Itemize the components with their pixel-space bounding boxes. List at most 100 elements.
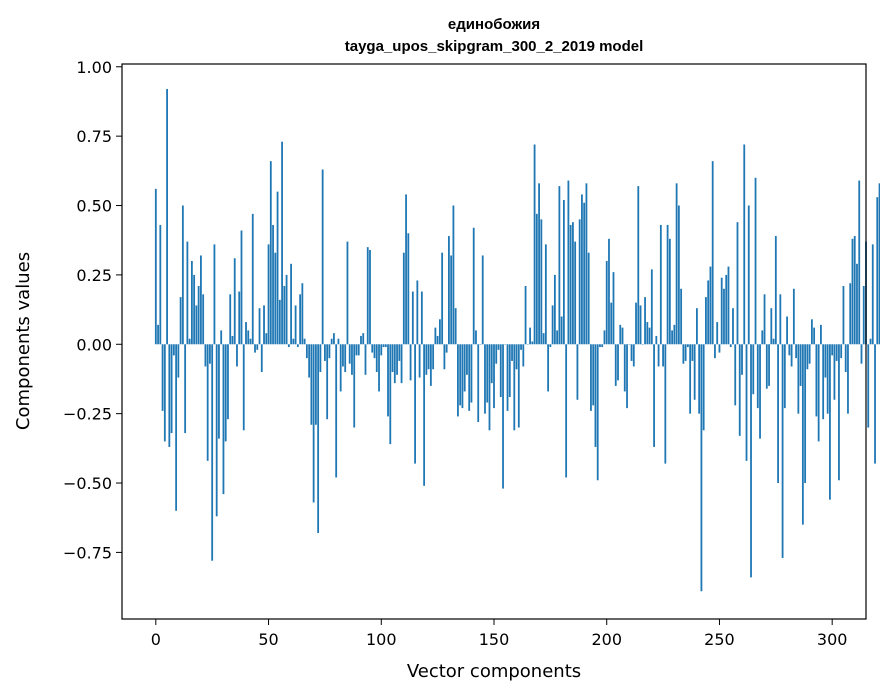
bar-25 bbox=[211, 344, 213, 560]
bar-265 bbox=[752, 344, 754, 394]
bar-98 bbox=[376, 344, 378, 372]
bar-134 bbox=[457, 344, 459, 416]
bar-40 bbox=[245, 322, 247, 344]
y-tick-label-5: 0.50 bbox=[76, 197, 112, 216]
bar-139 bbox=[468, 344, 470, 411]
bar-253 bbox=[725, 275, 727, 344]
bar-241 bbox=[698, 344, 700, 413]
bar-35 bbox=[234, 258, 236, 344]
bar-94 bbox=[367, 247, 369, 344]
bar-19 bbox=[198, 286, 200, 344]
bar-120 bbox=[425, 344, 427, 375]
bar-274 bbox=[773, 339, 775, 345]
bar-284 bbox=[795, 344, 797, 358]
bar-72 bbox=[317, 344, 319, 533]
bar-73 bbox=[320, 344, 322, 372]
bar-46 bbox=[259, 308, 261, 344]
y-tick-label-3: 0.00 bbox=[76, 335, 112, 354]
bar-208 bbox=[624, 344, 626, 391]
bar-16 bbox=[191, 261, 193, 344]
bar-289 bbox=[806, 344, 808, 369]
bar-89 bbox=[356, 344, 358, 355]
bar-175 bbox=[549, 344, 551, 347]
bar-33 bbox=[229, 294, 231, 344]
bar-36 bbox=[236, 344, 238, 366]
bar-168 bbox=[534, 144, 536, 344]
chart-title: единобожия bbox=[448, 16, 540, 33]
bar-99 bbox=[378, 344, 380, 391]
bar-86 bbox=[349, 344, 351, 363]
bar-7 bbox=[171, 344, 173, 433]
bar-312 bbox=[858, 181, 860, 345]
bar-78 bbox=[331, 339, 333, 345]
bar-130 bbox=[448, 236, 450, 344]
bar-30 bbox=[223, 344, 225, 494]
bar-70 bbox=[313, 344, 315, 502]
bar-178 bbox=[556, 330, 558, 344]
bar-152 bbox=[498, 344, 500, 350]
bar-276 bbox=[777, 344, 779, 483]
bar-319 bbox=[874, 344, 876, 463]
bar-24 bbox=[209, 344, 211, 363]
plot-frame bbox=[122, 64, 866, 619]
chart-subtitle: tayga_upos_skipgram_300_2_2019 model bbox=[345, 38, 644, 55]
bar-244 bbox=[705, 297, 707, 344]
bar-143 bbox=[477, 344, 479, 422]
bar-203 bbox=[613, 272, 615, 344]
bar-200 bbox=[606, 261, 608, 344]
bar-111 bbox=[405, 194, 407, 344]
bar-48 bbox=[263, 305, 265, 344]
bar-214 bbox=[637, 186, 639, 344]
x-tick-label-0: 0 bbox=[151, 630, 161, 649]
bar-267 bbox=[757, 344, 759, 408]
bar-51 bbox=[270, 161, 272, 344]
bar-6 bbox=[168, 344, 170, 447]
bar-195 bbox=[595, 344, 597, 447]
bar-303 bbox=[838, 344, 840, 480]
bar-291 bbox=[811, 319, 813, 344]
bar-311 bbox=[856, 264, 858, 344]
bar-1 bbox=[157, 325, 159, 344]
bar-298 bbox=[827, 344, 829, 413]
bar-188 bbox=[579, 219, 581, 344]
bar-207 bbox=[622, 328, 624, 345]
bar-80 bbox=[335, 344, 337, 477]
bar-39 bbox=[243, 344, 245, 430]
bar-119 bbox=[423, 344, 425, 486]
bar-37 bbox=[238, 292, 240, 345]
bar-196 bbox=[597, 344, 599, 480]
bar-50 bbox=[268, 244, 270, 344]
bar-306 bbox=[845, 344, 847, 372]
bar-217 bbox=[644, 297, 646, 344]
bar-167 bbox=[531, 342, 533, 345]
bar-245 bbox=[707, 280, 709, 344]
bar-190 bbox=[583, 203, 585, 345]
bar-171 bbox=[540, 219, 542, 344]
bar-181 bbox=[563, 200, 565, 344]
bar-126 bbox=[439, 319, 441, 344]
bar-211 bbox=[631, 344, 633, 361]
bar-272 bbox=[768, 344, 770, 386]
y-tick-label-2: −0.25 bbox=[63, 405, 112, 424]
bar-193 bbox=[590, 344, 592, 411]
bar-262 bbox=[746, 344, 748, 461]
bar-288 bbox=[804, 344, 806, 483]
bar-229 bbox=[671, 330, 673, 344]
bar-0 bbox=[155, 189, 157, 344]
bar-75 bbox=[324, 344, 326, 361]
bar-150 bbox=[493, 344, 495, 408]
bar-146 bbox=[484, 344, 486, 413]
x-tick-label-50: 50 bbox=[258, 630, 278, 649]
bar-226 bbox=[664, 344, 666, 463]
bar-277 bbox=[779, 294, 781, 344]
bar-31 bbox=[225, 344, 227, 441]
bar-55 bbox=[279, 300, 281, 344]
y-tick-label-0: −0.75 bbox=[63, 543, 112, 562]
bar-104 bbox=[389, 344, 391, 444]
bar-215 bbox=[640, 305, 642, 344]
bar-52 bbox=[272, 225, 274, 344]
bar-295 bbox=[820, 325, 822, 344]
bar-314 bbox=[863, 286, 865, 344]
